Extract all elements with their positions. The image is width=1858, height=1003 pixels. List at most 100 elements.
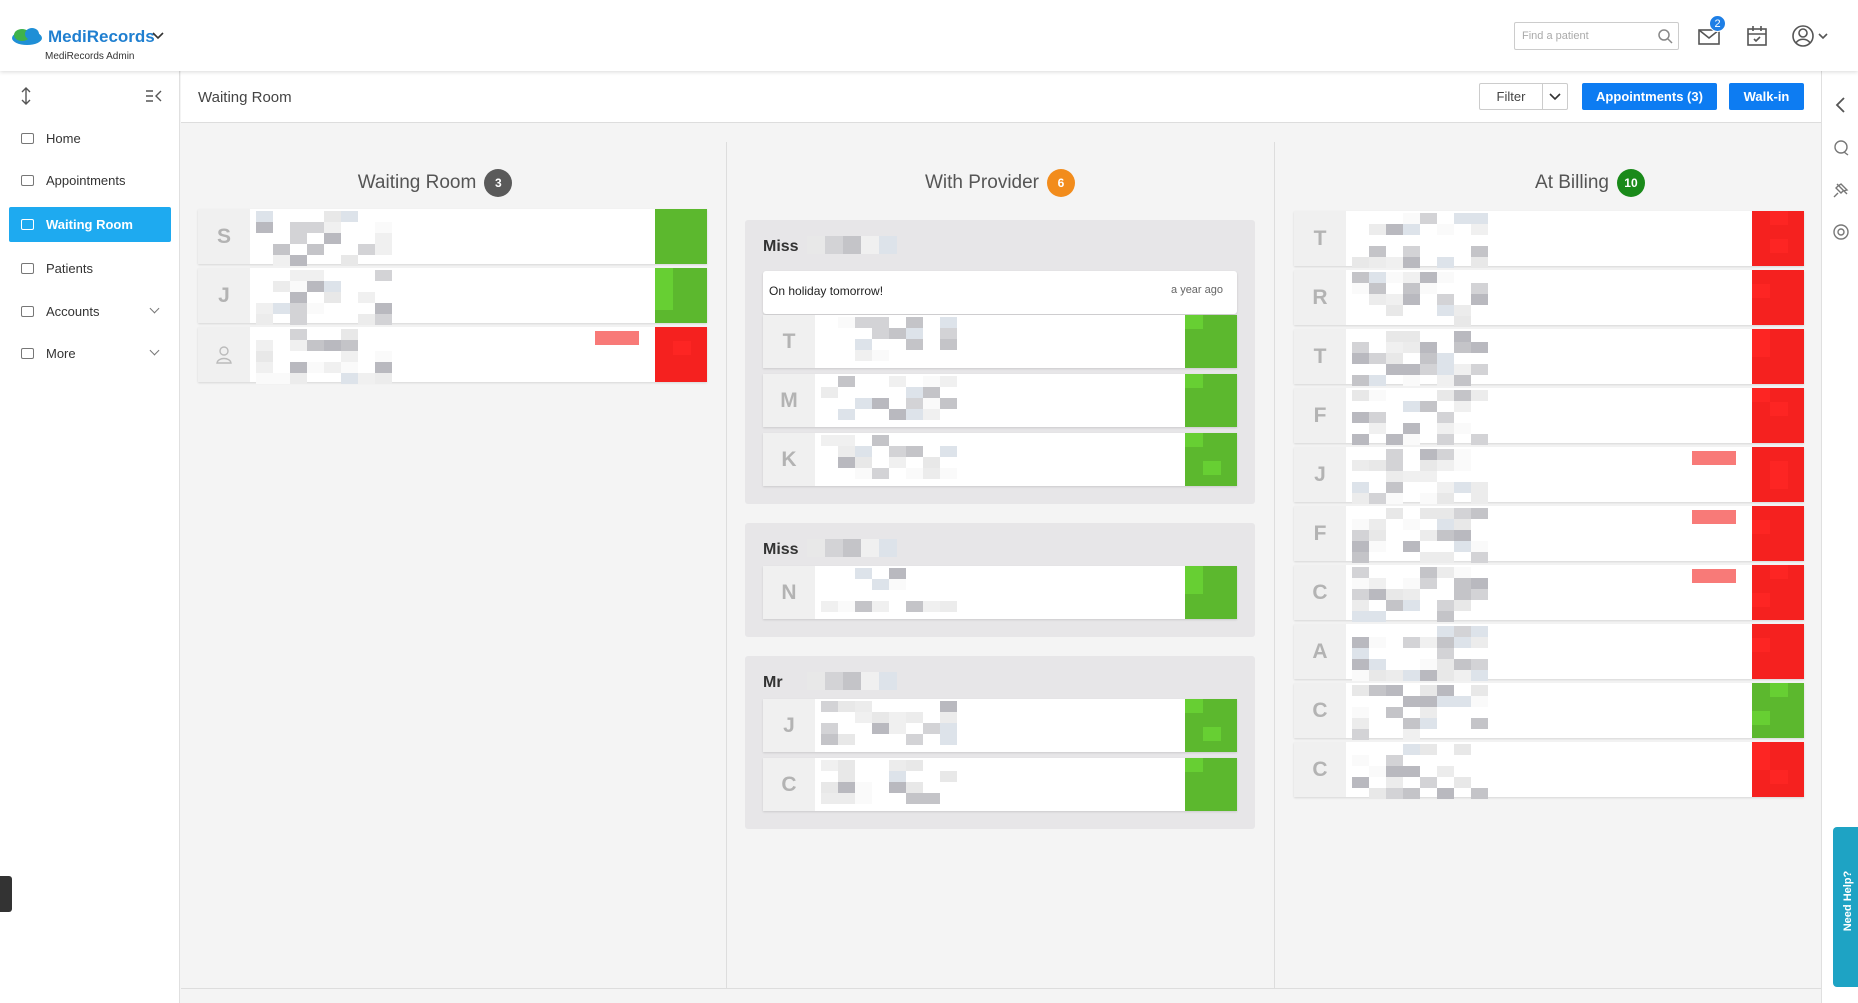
blurred-content bbox=[889, 760, 906, 771]
blurred-content bbox=[290, 233, 307, 244]
patient-card[interactable]: C bbox=[1294, 683, 1804, 740]
nav-item[interactable]: Patients bbox=[9, 251, 171, 286]
patient-card[interactable]: T bbox=[1294, 211, 1804, 268]
column-header: At Billing 10 bbox=[1440, 168, 1740, 198]
search-box[interactable]: Find a patient bbox=[1514, 22, 1679, 50]
blurred-content bbox=[1369, 659, 1386, 670]
status-shade bbox=[1752, 388, 1770, 402]
toolbar-button[interactable]: Appointments (3) bbox=[1582, 83, 1717, 110]
blurred-content bbox=[906, 712, 923, 723]
nav-label: More bbox=[46, 346, 76, 361]
rail-at[interactable] bbox=[1832, 223, 1850, 241]
blurred-content bbox=[1403, 364, 1420, 375]
nav-item[interactable]: More bbox=[9, 336, 171, 371]
blurred-content bbox=[906, 387, 923, 398]
blurred-content bbox=[889, 409, 906, 420]
filter-button[interactable]: Filter bbox=[1479, 83, 1568, 110]
blurred-content bbox=[1437, 530, 1454, 541]
rail-pin[interactable] bbox=[1832, 181, 1850, 199]
patient-card[interactable]: F bbox=[1294, 388, 1804, 445]
patient-card[interactable] bbox=[198, 327, 707, 384]
status-shade bbox=[1770, 239, 1788, 253]
user-icon[interactable] bbox=[1790, 23, 1830, 49]
blurred-content bbox=[1454, 589, 1471, 600]
nav-item[interactable]: Waiting Room bbox=[9, 207, 171, 242]
patient-card[interactable]: M bbox=[763, 374, 1237, 427]
blurred-content bbox=[1352, 685, 1369, 696]
patient-card[interactable]: J bbox=[198, 268, 707, 325]
note-text: On holiday tomorrow! bbox=[769, 284, 884, 298]
blurred-content bbox=[1369, 412, 1386, 423]
blurred-content bbox=[923, 457, 940, 468]
blurred-content bbox=[1352, 670, 1369, 681]
blurred-content bbox=[1454, 331, 1471, 342]
blurred-content bbox=[1403, 766, 1420, 777]
nav-label: Patients bbox=[46, 261, 93, 276]
patient-card[interactable]: C bbox=[1294, 742, 1804, 799]
blurred-content bbox=[307, 281, 324, 292]
nav-item[interactable]: Appointments bbox=[9, 163, 171, 198]
blurred-content bbox=[1437, 519, 1454, 530]
blurred-content bbox=[1454, 777, 1471, 788]
blurred-content bbox=[256, 373, 273, 384]
blurred-content bbox=[889, 457, 906, 468]
patient-card[interactable]: F bbox=[1294, 506, 1804, 563]
blurred-content bbox=[821, 387, 838, 398]
card-initial-box: K bbox=[763, 433, 815, 486]
blurred-content bbox=[1386, 353, 1403, 364]
blurred-content bbox=[1403, 246, 1420, 257]
collapse-icon[interactable] bbox=[145, 89, 163, 103]
blurred-content bbox=[256, 362, 273, 373]
blurred-content bbox=[940, 712, 957, 723]
blurred-content bbox=[923, 409, 940, 420]
blurred-content bbox=[1386, 294, 1403, 305]
side-widget[interactable] bbox=[0, 876, 12, 912]
blurred-content bbox=[879, 539, 897, 557]
blurred-content bbox=[889, 723, 906, 734]
patient-card[interactable]: S bbox=[198, 209, 707, 266]
status-flag bbox=[1692, 510, 1736, 524]
blurred-content bbox=[940, 701, 957, 712]
nav-label: Appointments bbox=[46, 173, 126, 188]
nav-item[interactable]: Accounts bbox=[9, 294, 171, 329]
toolbar-button[interactable]: Walk-in bbox=[1729, 83, 1804, 110]
patient-card[interactable]: J bbox=[1294, 447, 1804, 504]
blurred-content bbox=[375, 362, 392, 373]
patient-card[interactable]: C bbox=[1294, 565, 1804, 622]
blurred-content bbox=[1403, 519, 1420, 530]
blurred-content bbox=[1437, 272, 1454, 283]
patient-card[interactable]: K bbox=[763, 433, 1237, 486]
expand-icon[interactable] bbox=[18, 87, 34, 105]
blurred-content bbox=[923, 723, 940, 734]
help-tab[interactable]: Need Help? bbox=[1833, 827, 1858, 987]
rail-chat[interactable] bbox=[1832, 139, 1850, 157]
blurred-content bbox=[1403, 696, 1420, 707]
column-divider bbox=[1274, 142, 1275, 988]
card-initial: T bbox=[1313, 344, 1327, 368]
patient-card[interactable]: R bbox=[1294, 270, 1804, 327]
blurred-content bbox=[1386, 788, 1403, 799]
nav-label: Accounts bbox=[46, 304, 100, 319]
patient-card[interactable]: J bbox=[763, 699, 1237, 752]
patient-card[interactable]: T bbox=[763, 315, 1237, 368]
blurred-content bbox=[1403, 283, 1420, 294]
patient-card[interactable]: A bbox=[1294, 624, 1804, 681]
patient-card[interactable]: C bbox=[763, 758, 1237, 811]
blurred-content bbox=[1454, 519, 1471, 530]
rail-back[interactable] bbox=[1833, 96, 1847, 114]
blurred-content bbox=[1471, 670, 1488, 681]
mail-icon[interactable] bbox=[1696, 24, 1722, 48]
nav-item[interactable]: Home bbox=[9, 121, 171, 156]
blurred-content bbox=[1386, 755, 1403, 766]
blurred-content bbox=[1471, 637, 1488, 648]
status-shade bbox=[1185, 374, 1203, 388]
brand-caret[interactable] bbox=[152, 32, 164, 40]
blurred-content bbox=[358, 314, 375, 325]
blurred-content bbox=[290, 329, 307, 340]
patient-card[interactable]: T bbox=[1294, 329, 1804, 386]
blurred-content bbox=[1403, 423, 1420, 434]
patient-card[interactable]: N bbox=[763, 566, 1237, 619]
blurred-content bbox=[1403, 600, 1420, 611]
calendar-icon[interactable] bbox=[1745, 24, 1769, 48]
blurred-content bbox=[1471, 685, 1488, 696]
